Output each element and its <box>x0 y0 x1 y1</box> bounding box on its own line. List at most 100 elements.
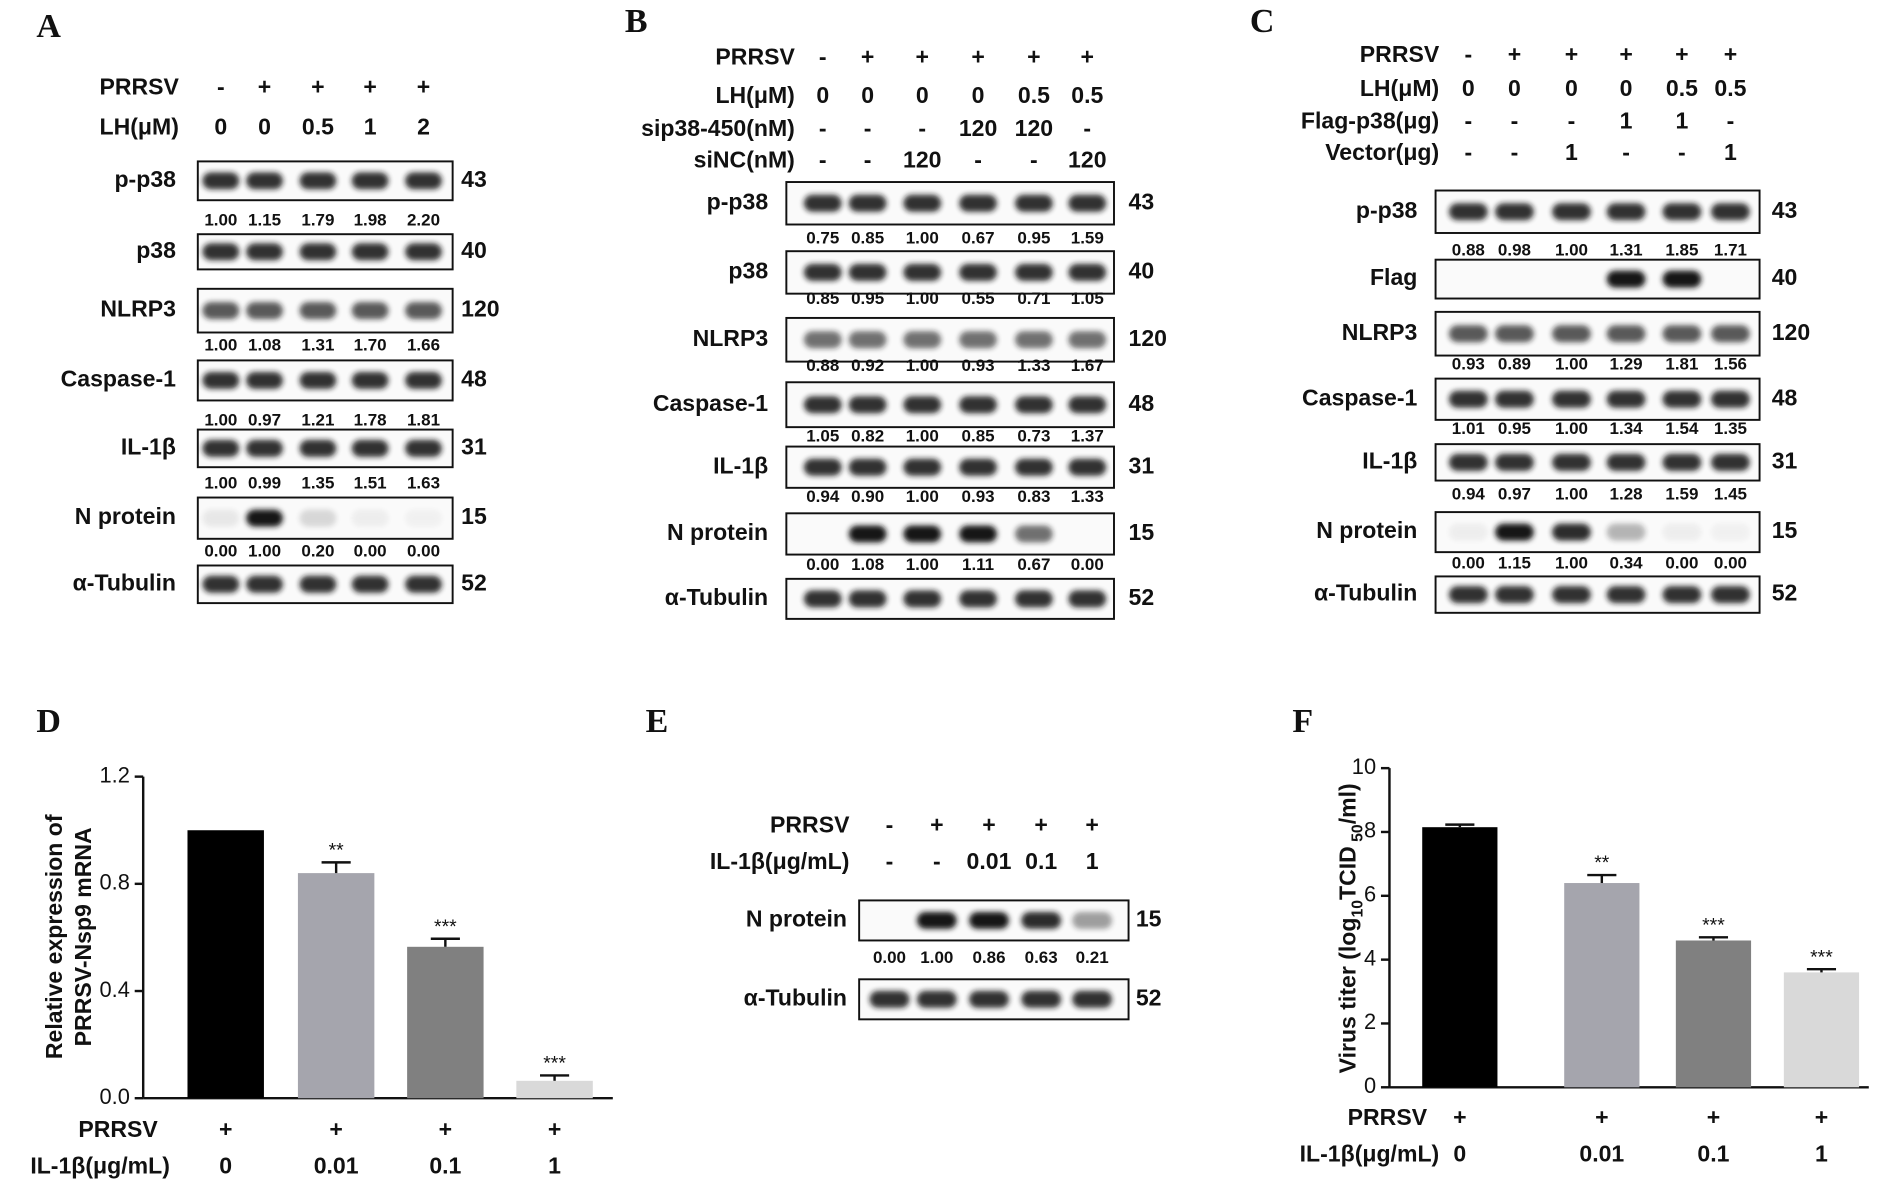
band <box>1711 390 1750 408</box>
band <box>1448 390 1488 408</box>
y-axis-label: Relative expression of PRRSV-Nsp9 mRNA <box>41 814 96 1059</box>
y-axis-label-line: Relative expression of <box>41 814 67 1059</box>
band <box>299 439 337 457</box>
y-axis-label-part: /ml) <box>1335 783 1361 824</box>
quant-value: 0.92 <box>851 356 884 375</box>
band <box>1068 263 1107 281</box>
x-tick-label: 0.1 <box>429 1152 461 1178</box>
quant-value: 0.93 <box>962 487 995 506</box>
band <box>1606 453 1646 471</box>
condition-value: - <box>1464 139 1472 165</box>
band <box>959 263 997 281</box>
condition-value: - <box>819 43 827 69</box>
kda-label: 43 <box>1772 197 1798 223</box>
band <box>1606 325 1646 343</box>
significance: *** <box>1702 914 1725 936</box>
quant-value: 1.59 <box>1071 229 1104 248</box>
quant-value: 1.00 <box>248 542 281 561</box>
condition-value: 0.01 <box>967 848 1012 874</box>
quant-value: 1.15 <box>248 210 281 229</box>
band <box>848 525 887 543</box>
band <box>1021 911 1062 929</box>
y-tick-label: 0.8 <box>99 870 129 895</box>
condition-value: 0 <box>916 82 929 108</box>
quant-value: 0.95 <box>851 289 884 308</box>
condition-value: + <box>1085 811 1098 837</box>
quant-value: 1.98 <box>354 210 387 229</box>
band <box>246 575 283 593</box>
panel-letter: B <box>625 3 648 40</box>
row-label: NLRP3 <box>100 296 176 322</box>
band <box>202 575 240 593</box>
condition-label: siNC(nM) <box>694 146 795 172</box>
band <box>969 990 1009 1008</box>
condition-value: + <box>363 74 376 100</box>
kda-label: 120 <box>461 296 499 322</box>
quant-value: 0.95 <box>1498 419 1531 438</box>
quant-value: 1.31 <box>1610 241 1643 260</box>
bar <box>1422 827 1498 1088</box>
quant-value: 0.85 <box>851 229 884 248</box>
condition-value: - <box>1030 146 1038 172</box>
band <box>1495 325 1534 343</box>
band <box>1606 586 1646 604</box>
condition-value: 0.5 <box>1071 82 1103 108</box>
quant-value: 0.00 <box>354 542 387 561</box>
row-label: α-Tubulin <box>73 569 176 595</box>
condition-value: 0 <box>1565 75 1578 101</box>
x-tick-label: 1 <box>548 1152 561 1178</box>
condition-value: + <box>1027 43 1040 69</box>
blot-frame <box>785 250 1115 295</box>
band <box>903 590 942 608</box>
band <box>1448 586 1488 604</box>
quant-value: 0.85 <box>962 426 995 445</box>
y-tick-label: 10 <box>1352 754 1376 779</box>
panel-letter: F <box>1292 703 1313 740</box>
quant-value: 0.00 <box>873 948 906 967</box>
row-label: p-p38 <box>1356 197 1418 223</box>
quant-value: 0.94 <box>1452 485 1486 504</box>
condition-value: + <box>982 811 995 837</box>
condition-value: - <box>864 146 872 172</box>
band <box>202 509 240 527</box>
kda-label: 48 <box>461 366 487 392</box>
band <box>1448 523 1488 541</box>
quant-value: 1.66 <box>407 335 440 354</box>
quant-value: 1.54 <box>1665 419 1699 438</box>
condition-value: 0 <box>1462 75 1475 101</box>
quant-value: 1.00 <box>906 356 939 375</box>
band <box>803 331 842 349</box>
y-tick-label: 0.0 <box>99 1084 129 1109</box>
quant-value: 1.56 <box>1714 355 1747 374</box>
quant-value: 1.00 <box>1555 355 1588 374</box>
band <box>202 172 240 190</box>
significance: *** <box>1810 946 1833 968</box>
band <box>1552 586 1591 604</box>
band <box>351 439 389 457</box>
quant-value: 0.67 <box>962 229 995 248</box>
band <box>1495 203 1534 221</box>
kda-label: 52 <box>1136 984 1162 1010</box>
condition-value: 0.5 <box>302 114 334 140</box>
condition-value: 0 <box>861 82 874 108</box>
band <box>959 525 997 543</box>
quant-value: 1.71 <box>1714 241 1747 260</box>
quant-value: 1.79 <box>301 210 334 229</box>
y-tick-label: 1.2 <box>99 762 129 787</box>
kda-label: 120 <box>1129 325 1167 351</box>
condition-value: - <box>1727 108 1735 134</box>
kda-label: 15 <box>461 503 487 529</box>
quant-value: 1.35 <box>301 474 334 493</box>
quant-value: 0.00 <box>407 542 440 561</box>
band <box>202 302 240 320</box>
significance: *** <box>434 916 457 938</box>
band <box>959 590 997 608</box>
error-bar <box>321 861 351 874</box>
kda-label: 48 <box>1129 390 1155 416</box>
condition-value: - <box>1083 115 1091 141</box>
y-tick-label: 0.4 <box>99 977 129 1002</box>
quant-value: 1.51 <box>354 474 387 493</box>
quant-value: 0.89 <box>1498 355 1531 374</box>
condition-label: Flag-p38(μg) <box>1301 108 1439 134</box>
condition-value: + <box>1619 41 1632 67</box>
